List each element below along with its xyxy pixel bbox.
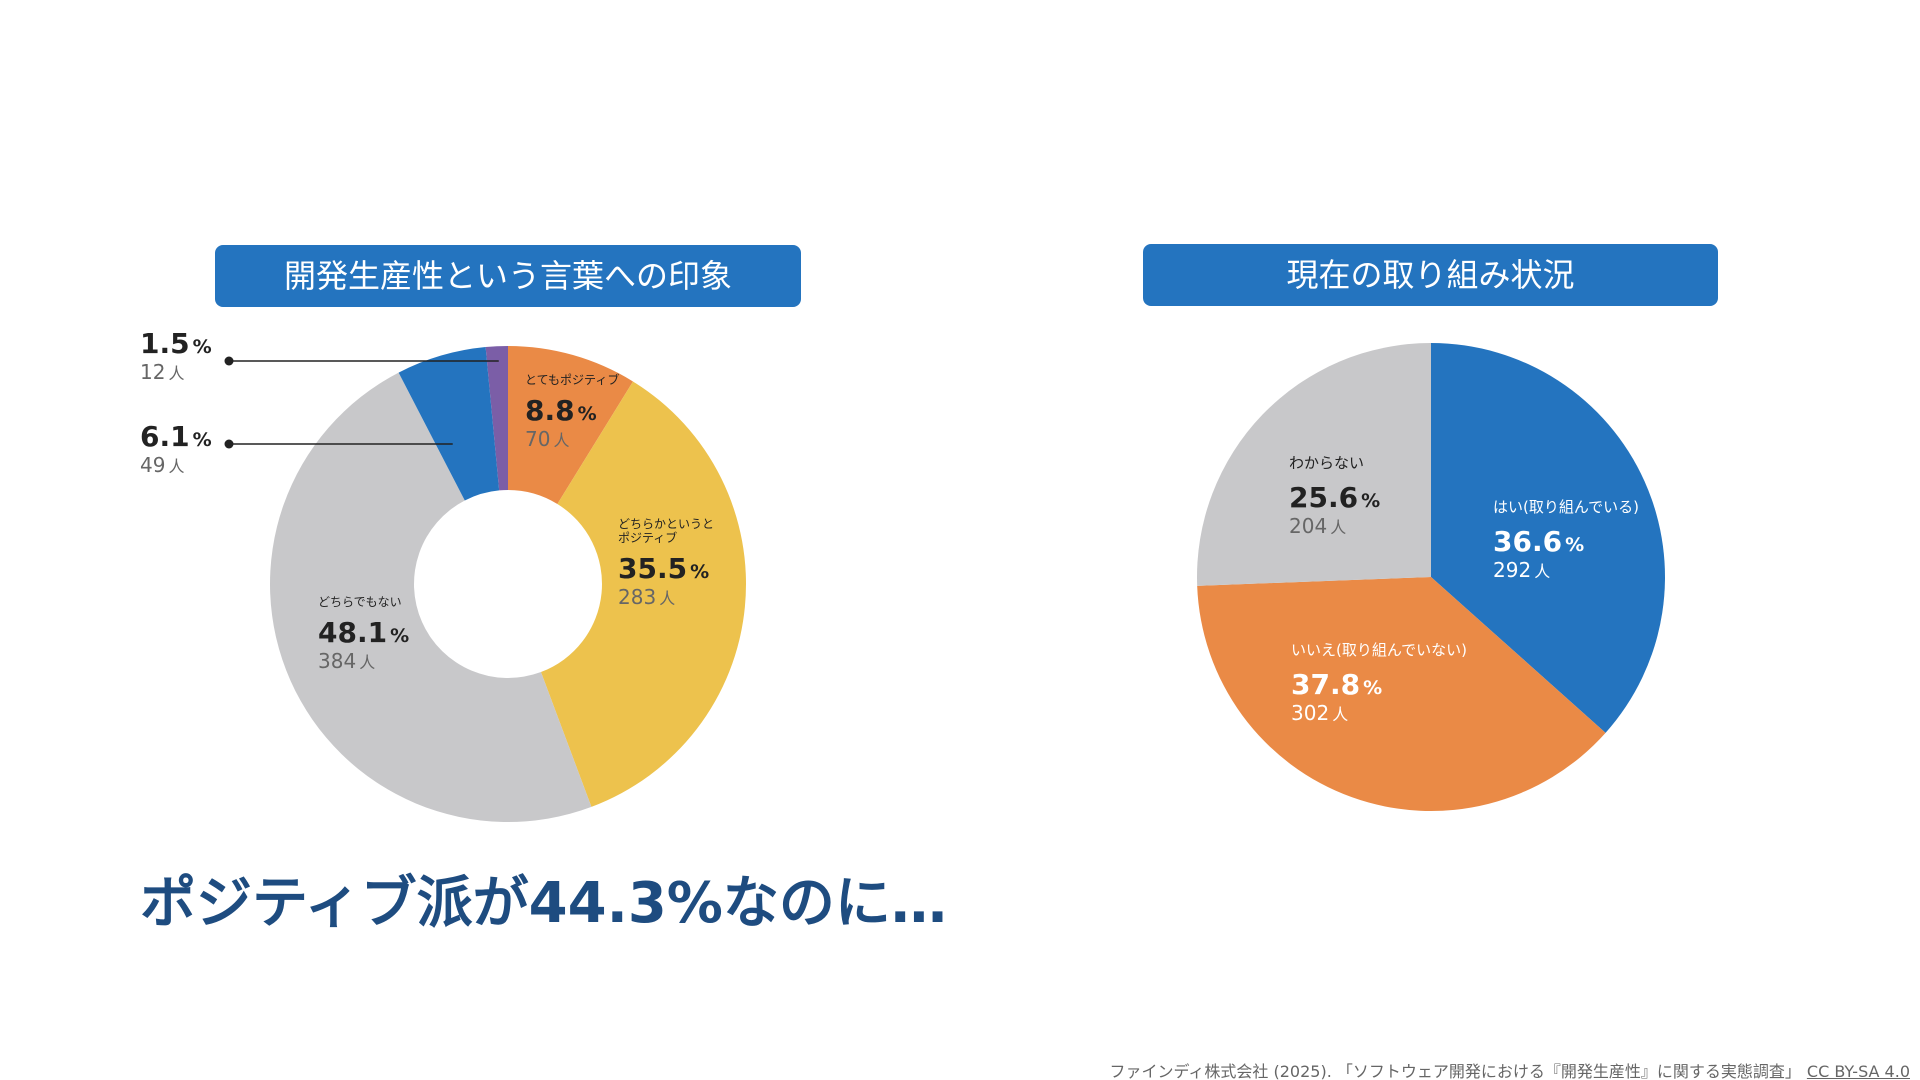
leader-dot <box>224 439 234 449</box>
pie-slice-2-count: 204 人 <box>1289 514 1346 538</box>
pie-chart-title: 現在の取り組み状況 <box>1143 244 1718 306</box>
donut-outside-0-percent: 1.5% <box>140 327 212 360</box>
pie-slice-2-label: わからない <box>1289 454 1364 472</box>
donut-slice-2-label: ポジティブ <box>618 530 677 545</box>
donut-slice <box>485 346 508 491</box>
headline: ポジティブ派が44.3%なのに… <box>140 871 947 936</box>
donut-slice <box>398 347 500 501</box>
donut-slice <box>270 372 592 822</box>
pie-slice-1-count: 302 人 <box>1291 701 1348 725</box>
donut-outside-4-count: 49 人 <box>140 453 184 477</box>
pie-slice <box>1197 577 1606 811</box>
pie-slice-0-count: 292 人 <box>1493 558 1550 582</box>
citation-text: ファインディ株式会社 (2025). 「ソフトウェア開発における『開発生産性』に… <box>1109 1062 1801 1080</box>
license-link[interactable]: CC BY-SA 4.0 <box>1806 1062 1910 1080</box>
donut-slice-2-count: 283 人 <box>618 585 675 609</box>
pie-slice-1-label: いいえ(取り組んでいない) <box>1291 641 1467 659</box>
donut-slice <box>508 346 633 505</box>
pie-slice <box>1431 343 1666 733</box>
donut-chart-title: 開発生産性という言葉への印象 <box>215 245 801 307</box>
donut-outside-4-percent: 6.1% <box>140 420 212 453</box>
donut-outside-0-count: 12 人 <box>140 360 184 384</box>
donut-slice-2-label: どちらかというと <box>618 517 714 531</box>
leader-dot <box>224 356 234 366</box>
pie-slice-0-label: はい(取り組んでいる) <box>1493 498 1639 516</box>
donut-slice-3-label: どちらでもない <box>318 595 402 609</box>
footer-citation: ファインディ株式会社 (2025). 「ソフトウェア開発における『開発生産性』に… <box>1110 1058 1910 1080</box>
donut-slice-1-count: 70 人 <box>525 427 569 451</box>
donut-slice <box>540 381 747 807</box>
pie-slice <box>1197 343 1431 586</box>
donut-slice-3-percent: 48.1% <box>318 616 409 649</box>
donut-slice-3-count: 384 人 <box>318 649 375 673</box>
donut-slice-1-percent: 8.8% <box>525 394 597 427</box>
donut-slice-1-label: とてもポジティブ <box>525 372 619 387</box>
